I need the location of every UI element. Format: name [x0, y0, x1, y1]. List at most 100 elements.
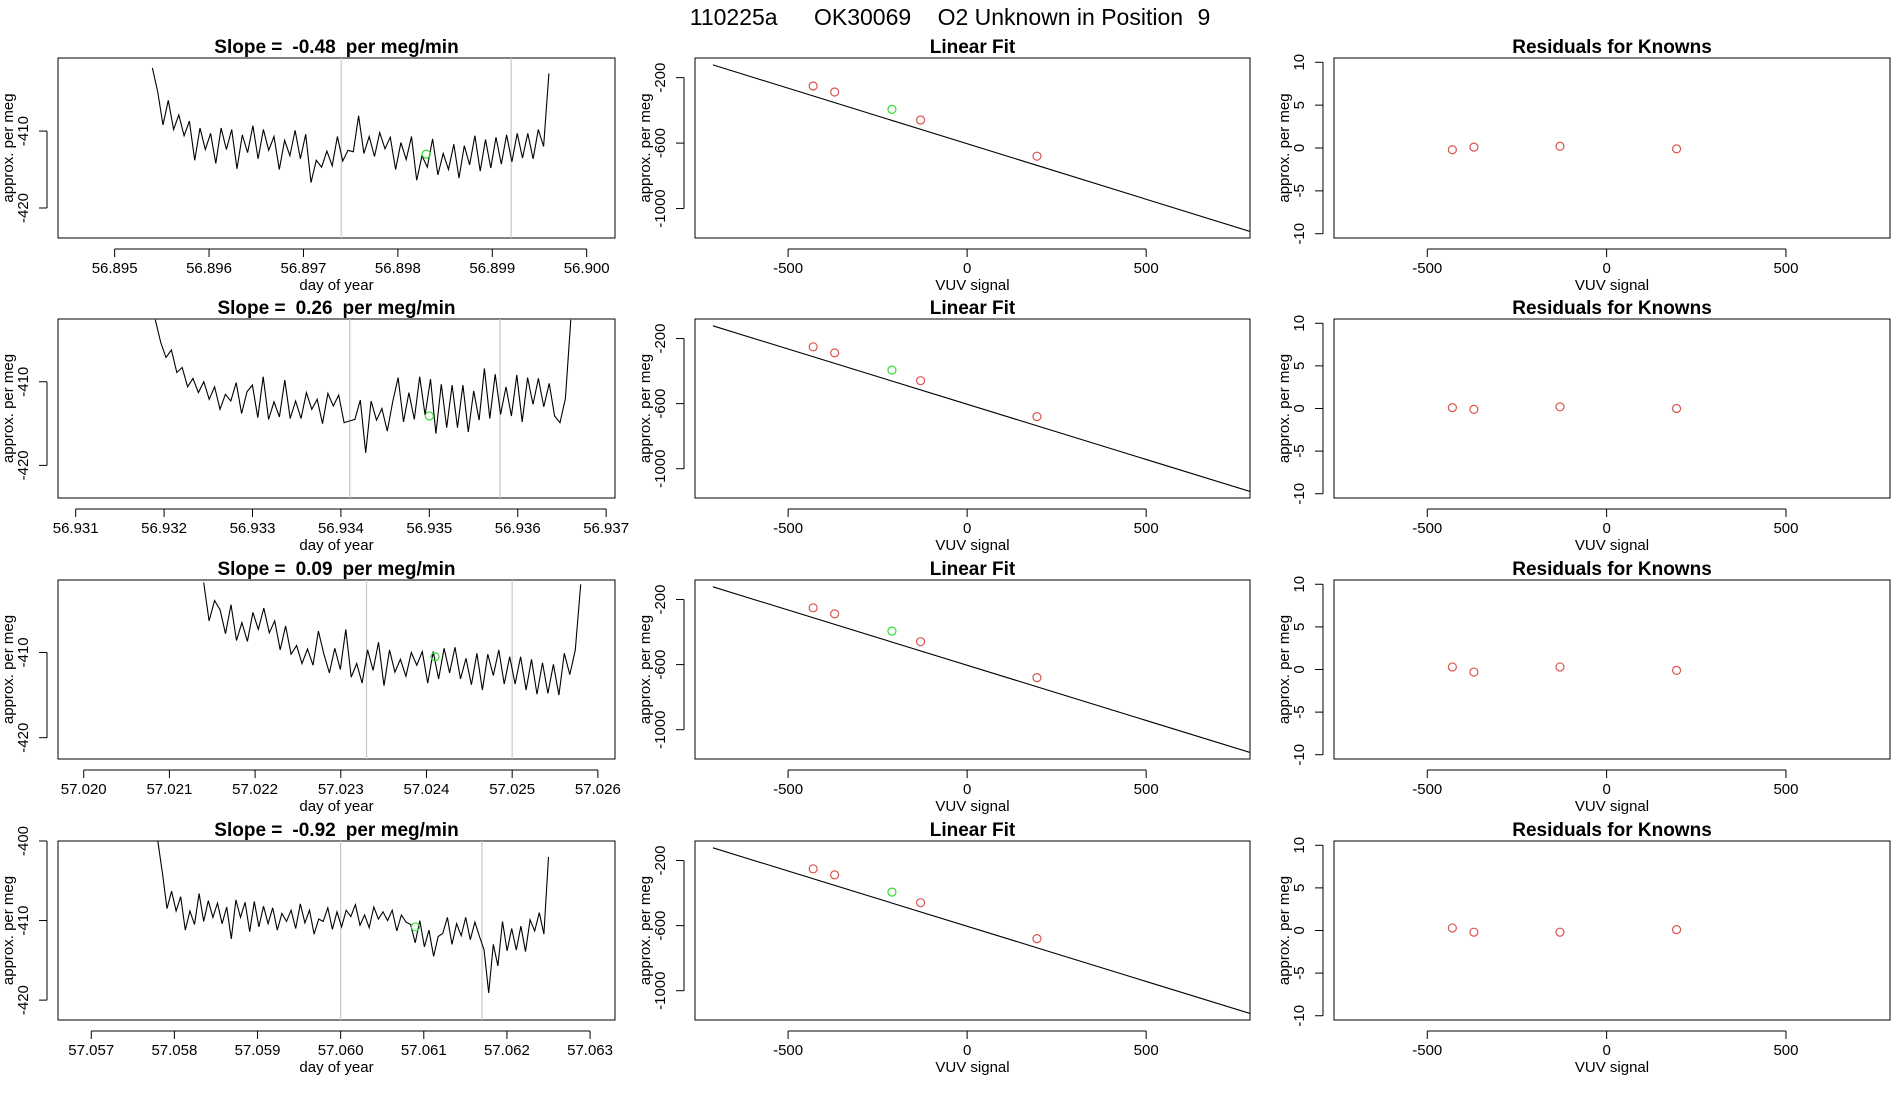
x-axis-label: VUV signal — [935, 798, 1009, 815]
panel-title: Slope = -0.48 per meg/min — [214, 37, 458, 58]
y-tick-label: -600 — [652, 128, 669, 158]
x-axis-label: day of year — [299, 1059, 373, 1076]
y-tick-label: 5 — [1291, 884, 1308, 892]
y-tick-label: 5 — [1291, 362, 1308, 370]
plot-frame — [1333, 579, 1891, 760]
y-tick-label: -5 — [1291, 966, 1308, 979]
panel-3-2: Linear Fit -500 0 500 VUV signal -200 -600 -100… — [637, 559, 1251, 815]
x-tick-label: -500 — [1412, 781, 1442, 798]
y-tick-label: -10 — [1291, 744, 1308, 766]
residual-point — [1555, 662, 1565, 672]
y-axis-label: approx. per meg — [1276, 615, 1293, 724]
panel-title: Slope = 0.09 per meg/min — [217, 559, 455, 580]
fit-line — [712, 325, 1250, 493]
x-tick-label: 0 — [963, 520, 971, 537]
x-tick-label: 500 — [1773, 781, 1798, 798]
slope-value: 0.09 — [296, 559, 333, 580]
plot-area — [1447, 662, 1682, 677]
y-tick-label: -200 — [652, 324, 669, 354]
residual-point — [1447, 923, 1457, 933]
residual-point — [1469, 927, 1479, 937]
x-tick-label: 57.059 — [235, 1042, 281, 1059]
plot-frame — [57, 57, 616, 239]
x-axis-label: day of year — [299, 277, 373, 294]
y-tick-label: -5 — [1291, 444, 1308, 457]
x-tick-label: 57.022 — [232, 781, 278, 798]
x-tick-label: 0 — [963, 1042, 971, 1059]
y-tick-label: -10 — [1291, 1005, 1308, 1027]
y-tick-label: -200 — [652, 846, 669, 876]
known-point — [830, 348, 840, 358]
x-axis-label: day of year — [299, 537, 373, 554]
x-tick-label: 56.895 — [92, 260, 138, 277]
panel-2-3: Residuals for Knowns -500 0 500 VUV signal 10… — [1276, 298, 1891, 554]
known-point — [1032, 412, 1042, 422]
timeseries-line — [203, 582, 582, 696]
main-title: 110225a OK30069 O2 Unknown in Position 9 — [690, 4, 1210, 30]
plot-area — [154, 319, 572, 498]
slope-prefix: Slope = — [214, 37, 282, 58]
timeseries-line — [151, 67, 550, 183]
plot-area — [157, 841, 550, 1020]
plot-frame — [694, 840, 1251, 1021]
known-point — [915, 115, 926, 125]
x-tick-label: 0 — [1602, 781, 1610, 798]
timeseries-line — [157, 841, 550, 994]
unknown-point — [887, 365, 897, 375]
slope-value: -0.92 — [292, 820, 335, 841]
y-axis-label: approx. per meg — [0, 876, 17, 985]
y-tick-label: 10 — [1291, 54, 1308, 71]
x-tick-label: -500 — [773, 520, 803, 537]
x-tick-label: 500 — [1773, 520, 1798, 537]
panel-4-3: Residuals for Knowns -500 0 500 VUV signal 10… — [1276, 820, 1891, 1076]
x-axis-label: VUV signal — [1575, 798, 1649, 815]
slope-unit: per meg/min — [343, 559, 456, 580]
y-tick-label: -200 — [652, 63, 669, 93]
known-point — [808, 81, 818, 91]
residual-point — [1671, 403, 1682, 414]
y-tick-label: 10 — [1291, 837, 1308, 854]
y-tick-label: 10 — [1291, 315, 1308, 332]
x-tick-label: 500 — [1134, 1042, 1159, 1059]
y-axis-label: approx. per meg — [637, 93, 654, 202]
plot-area — [712, 325, 1250, 493]
fit-line — [712, 586, 1250, 754]
x-tick-label: 57.020 — [61, 781, 107, 798]
slope-unit: per meg/min — [343, 298, 456, 319]
fit-line — [712, 64, 1250, 232]
x-tick-label: 57.023 — [318, 781, 364, 798]
unknown-point — [887, 626, 897, 636]
plot-frame — [694, 57, 1251, 239]
plot-frame — [1333, 318, 1891, 499]
panel-title: Slope = 0.26 per meg/min — [217, 298, 455, 319]
known-point — [1032, 151, 1042, 161]
x-tick-label: 500 — [1773, 1042, 1798, 1059]
y-axis-label: approx. per meg — [1276, 354, 1293, 463]
y-axis-label: approx. per meg — [637, 615, 654, 724]
plot-area — [1447, 923, 1682, 937]
x-tick-label: 500 — [1134, 260, 1159, 277]
panel-3-3: Residuals for Knowns -500 0 500 VUV signal 10… — [1276, 559, 1891, 815]
x-tick-label: 57.060 — [318, 1042, 364, 1059]
fit-line — [712, 847, 1250, 1015]
y-tick-label: -1000 — [652, 711, 669, 749]
slope-value: -0.48 — [292, 37, 335, 58]
plot-frame — [694, 579, 1251, 760]
panel-title: Linear Fit — [930, 820, 1016, 841]
y-tick-label: -5 — [1291, 705, 1308, 718]
unknown-point — [887, 887, 897, 897]
slope-unit: per meg/min — [346, 820, 459, 841]
x-axis-label: day of year — [299, 798, 373, 815]
panel-grid: Slope = -0.48 per meg/min 56.895 56.896 56.89… — [0, 37, 1891, 1076]
panel-1-3: Residuals for Knowns -500 0 500 VUV signal 10… — [1276, 37, 1891, 294]
residual-point — [1469, 404, 1479, 414]
plot-area — [1447, 141, 1682, 155]
y-axis-label: approx. per meg — [0, 354, 17, 463]
x-tick-label: 57.024 — [404, 781, 450, 798]
panel-title: Slope = -0.92 per meg/min — [214, 820, 458, 841]
x-tick-label: 57.061 — [401, 1042, 447, 1059]
panel-title: Linear Fit — [930, 559, 1016, 580]
x-axis-label: VUV signal — [935, 277, 1009, 294]
x-tick-label: 56.937 — [583, 520, 629, 537]
x-tick-label: -500 — [773, 1042, 803, 1059]
